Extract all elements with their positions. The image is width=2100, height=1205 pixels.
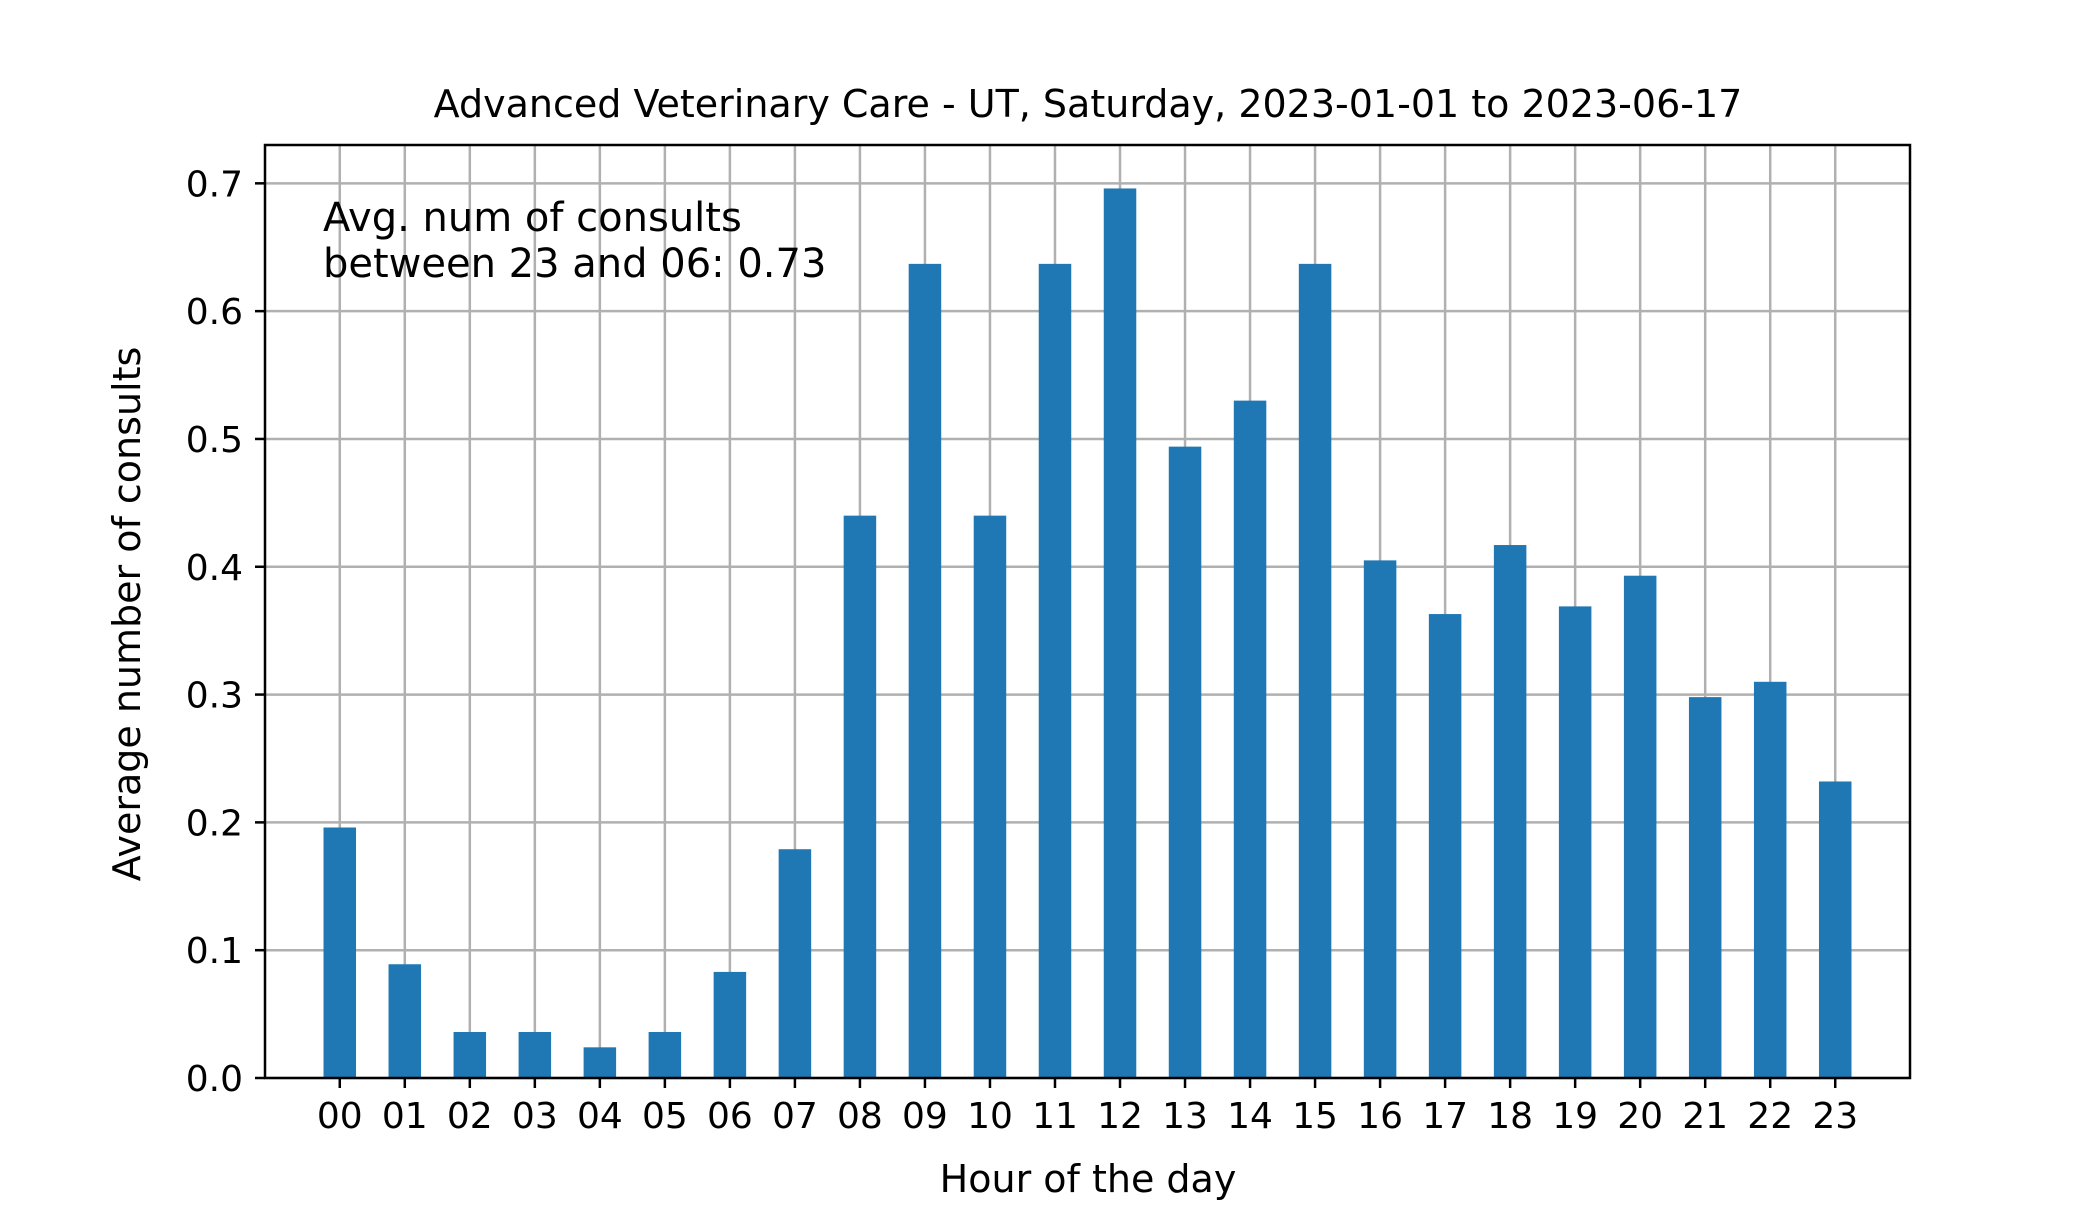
bar-hour-02 (453, 1031, 487, 1078)
annotation-line-1: Avg. num of consults (323, 195, 742, 241)
chart-title: Advanced Veterinary Care - UT, Saturday,… (434, 82, 1743, 126)
x-tick-label: 13 (1162, 1096, 1208, 1137)
y-tick-label: 0.7 (186, 164, 243, 205)
annotation-line-2: between 23 and 06: 0.73 (323, 241, 826, 287)
y-tick-label: 0.5 (186, 420, 243, 461)
x-tick-label: 11 (1032, 1096, 1078, 1137)
x-tick-label: 18 (1487, 1096, 1533, 1137)
x-tick-label: 15 (1292, 1096, 1338, 1137)
x-tick-label: 08 (837, 1096, 883, 1137)
bar-hour-15 (1298, 263, 1332, 1078)
bar-hour-17 (1428, 614, 1462, 1078)
bar-hour-16 (1363, 560, 1397, 1078)
x-tick-label: 23 (1812, 1096, 1858, 1137)
y-tick-label: 0.3 (186, 676, 243, 717)
x-tick-label: 04 (577, 1096, 623, 1137)
bar-hour-04 (583, 1047, 617, 1078)
bar-hour-21 (1688, 697, 1722, 1078)
x-tick-label: 06 (707, 1096, 753, 1137)
bar-hour-01 (388, 964, 422, 1078)
x-tick-label: 07 (772, 1096, 818, 1137)
x-tick-label: 16 (1357, 1096, 1403, 1137)
bar-hour-19 (1558, 606, 1592, 1078)
bar-hour-07 (778, 849, 812, 1078)
y-axis-label: Average number of consults (105, 347, 149, 882)
x-tick-label: 03 (512, 1096, 558, 1137)
plot-frame (263, 143, 1912, 1080)
y-tick-label: 0.1 (186, 931, 243, 972)
x-axis-label: Hour of the day (940, 1157, 1237, 1200)
y-tick-label: 0.0 (186, 1059, 243, 1100)
bar-hour-13 (1168, 446, 1202, 1078)
bar-hour-22 (1753, 681, 1787, 1078)
bar-hour-06 (713, 971, 747, 1078)
x-tick-label: 17 (1422, 1096, 1468, 1137)
y-tick-label: 0.6 (186, 292, 243, 333)
bars (323, 188, 1852, 1079)
bar-hour-12 (1103, 188, 1137, 1079)
bar-hour-14 (1233, 400, 1267, 1078)
axis-ticks: 00 01 02 03 04 05 06 07 08 09 10 11 12 13 14 15 16 17 18 19… (186, 164, 1858, 1137)
bar-hour-18 (1493, 545, 1527, 1078)
y-tick-label: 0.4 (186, 548, 243, 589)
bar-hour-05 (648, 1031, 682, 1078)
x-tick-label: 20 (1617, 1096, 1663, 1137)
x-tick-label: 00 (317, 1096, 363, 1137)
bar-hour-20 (1623, 575, 1657, 1078)
bar-hour-09 (908, 263, 942, 1078)
y-tick-label: 0.2 (186, 803, 243, 844)
x-tick-label: 19 (1552, 1096, 1598, 1137)
bar-hour-08 (843, 515, 877, 1078)
x-tick-label: 22 (1747, 1096, 1793, 1137)
x-tick-label: 14 (1227, 1096, 1273, 1137)
x-tick-label: 21 (1682, 1096, 1728, 1137)
x-tick-label: 09 (902, 1096, 948, 1137)
bar-hour-03 (518, 1031, 552, 1078)
x-tick-label: 05 (642, 1096, 688, 1137)
x-tick-label: 02 (447, 1096, 493, 1137)
bar-hour-11 (1038, 263, 1072, 1078)
bar-hour-10 (973, 515, 1007, 1078)
x-tick-label: 01 (382, 1096, 428, 1137)
bar-hour-00 (323, 827, 357, 1078)
x-tick-label: 10 (967, 1096, 1013, 1137)
bar-hour-23 (1818, 781, 1852, 1078)
x-tick-label: 12 (1097, 1096, 1143, 1137)
